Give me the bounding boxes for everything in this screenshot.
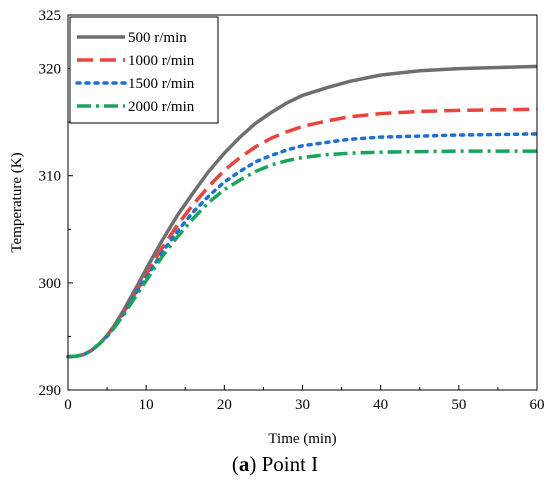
x-tick-label: 20 xyxy=(217,397,232,413)
x-tick-label: 10 xyxy=(139,397,154,413)
series-layer xyxy=(66,64,539,359)
y-tick-label: 310 xyxy=(39,169,62,185)
series-line-3 xyxy=(66,132,539,359)
series-line-4 xyxy=(67,149,537,359)
y-tick-label: 290 xyxy=(39,383,62,399)
y-tick-label: 300 xyxy=(39,276,62,292)
legend-label-4: 2000 r/min xyxy=(128,99,195,115)
figure-caption: (a) Point I xyxy=(231,452,319,476)
series-line-2 xyxy=(67,107,538,359)
y-axis-label: Temperature (K) xyxy=(9,152,25,252)
legend: 500 r/min 1000 r/min 1500 r/min 2000 r/min xyxy=(69,16,219,124)
legend-label-2: 1000 r/min xyxy=(128,53,195,69)
x-axis-label: Time (min) xyxy=(268,431,336,447)
legend-label-1: 500 r/min xyxy=(128,30,187,46)
legend-box xyxy=(69,16,219,124)
x-axis-ticks: 0 10 20 30 40 50 60 xyxy=(64,385,545,413)
x-tick-label: 0 xyxy=(64,397,72,413)
y-tick-label: 325 xyxy=(39,8,62,24)
x-tick-label: 60 xyxy=(530,397,545,413)
y-axis-ticks: 290 300 310 320 325 xyxy=(39,8,73,399)
legend-label-3: 1500 r/min xyxy=(128,76,195,92)
x-tick-label: 50 xyxy=(451,397,466,413)
y-tick-label: 320 xyxy=(39,62,62,78)
x-tick-label: 30 xyxy=(295,397,310,413)
x-tick-label: 40 xyxy=(373,397,388,413)
caption-letter: a xyxy=(238,452,250,476)
caption-text: Point I xyxy=(261,452,319,476)
